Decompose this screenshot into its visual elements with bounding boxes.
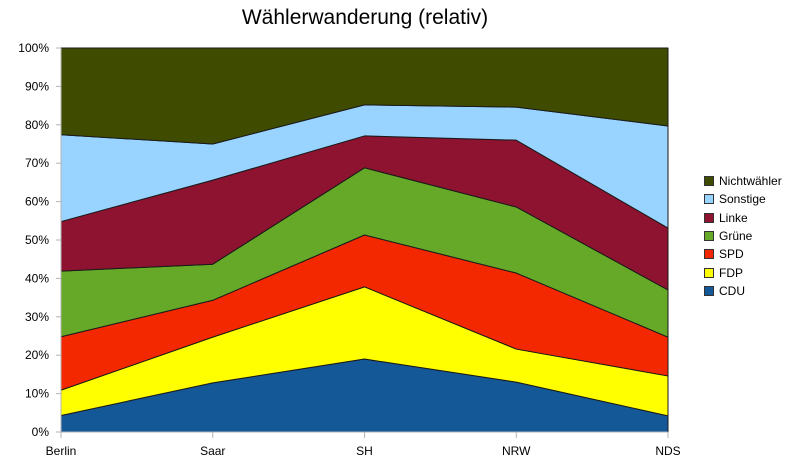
legend-swatch — [704, 176, 714, 187]
legend-item: SPD — [704, 245, 782, 263]
y-tick-label: 70% — [25, 156, 49, 170]
legend-label: Nichtwähler — [719, 174, 782, 189]
y-tick-label: 10% — [25, 387, 49, 401]
x-tick-label: SH — [356, 444, 373, 458]
legend-item: CDU — [704, 282, 782, 300]
legend-swatch — [704, 212, 714, 223]
x-tick-label: NRW — [502, 444, 531, 458]
x-tick-label: NDS — [655, 444, 680, 458]
legend-swatch — [704, 231, 714, 242]
y-tick-label: 40% — [25, 271, 49, 285]
y-tick-label: 20% — [25, 348, 49, 362]
y-tick-label: 100% — [18, 41, 49, 55]
legend-item: Grüne — [704, 227, 782, 245]
y-tick-label: 80% — [25, 118, 49, 132]
y-tick-label: 30% — [25, 310, 49, 324]
legend-item: FDP — [704, 263, 782, 281]
legend-swatch — [704, 194, 714, 205]
legend-label: SPD — [719, 247, 744, 262]
legend-swatch — [704, 249, 714, 260]
legend-item: Nichtwähler — [704, 172, 782, 190]
legend-swatch — [704, 285, 714, 296]
legend-label: CDU — [719, 283, 745, 298]
plot-areas — [60, 47, 669, 433]
y-tick-label: 60% — [25, 195, 49, 209]
chart-legend: Nichtwähler Sonstige Linke Grüne SPD FDP CDU — [704, 172, 782, 300]
chart-title: Wählerwanderung (relativ) — [241, 6, 489, 29]
axes: 0% 10% 20% 30% 40% 50% 60% 70% 80% 90% 100% Berlin S… — [18, 41, 680, 458]
y-tick-label: 50% — [25, 233, 49, 247]
y-tick-label: 0% — [32, 425, 50, 439]
legend-item: Linke — [704, 209, 782, 227]
legend-label: Linke — [719, 210, 748, 225]
legend-swatch — [704, 267, 714, 278]
legend-label: Grüne — [719, 229, 753, 244]
x-tick-label: Saar — [200, 444, 225, 458]
legend-label: Sonstige — [719, 192, 766, 207]
y-tick-label: 90% — [25, 79, 49, 93]
legend-item: Sonstige — [704, 190, 782, 208]
legend-label: FDP — [719, 265, 743, 280]
area-nichtwähler — [60, 47, 669, 145]
x-tick-label: Berlin — [46, 444, 77, 458]
